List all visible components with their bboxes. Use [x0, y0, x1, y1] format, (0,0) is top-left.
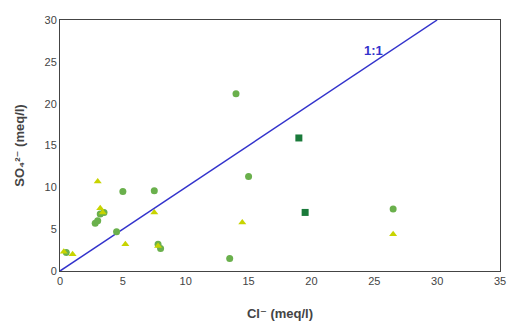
svg-text:0: 0 [51, 265, 57, 277]
svg-text:0: 0 [57, 275, 63, 287]
svg-text:10: 10 [45, 181, 57, 193]
svg-text:15: 15 [242, 275, 254, 287]
svg-text:25: 25 [368, 275, 380, 287]
svg-text:30: 30 [431, 275, 443, 287]
svg-text:20: 20 [305, 275, 317, 287]
svg-text:Cl⁻ (meq/l): Cl⁻ (meq/l) [247, 306, 313, 321]
svg-text:20: 20 [45, 98, 57, 110]
svg-text:SO₄²⁻ (meq/l): SO₄²⁻ (meq/l) [12, 104, 27, 186]
svg-text:5: 5 [51, 223, 57, 235]
svg-text:5: 5 [120, 275, 126, 287]
svg-text:35: 35 [494, 275, 506, 287]
svg-text:10: 10 [180, 275, 192, 287]
svg-text:30: 30 [45, 14, 57, 26]
svg-text:1:1: 1:1 [364, 43, 383, 58]
svg-text:15: 15 [45, 139, 57, 151]
svg-text:25: 25 [45, 56, 57, 68]
